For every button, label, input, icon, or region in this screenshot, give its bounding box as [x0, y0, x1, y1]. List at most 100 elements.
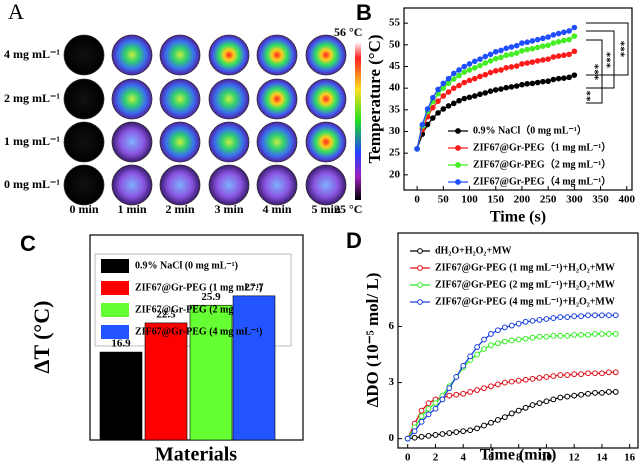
data-point	[446, 392, 453, 399]
data-point	[503, 45, 510, 52]
data-point	[461, 63, 468, 70]
data-point	[466, 67, 473, 73]
data-point	[534, 36, 541, 43]
data-point	[460, 362, 467, 369]
y-tick-label: 6	[389, 320, 395, 332]
row-label: 2 mg mL⁻¹	[4, 91, 60, 105]
data-point	[471, 93, 478, 99]
data-point	[474, 351, 480, 358]
data-point	[461, 95, 468, 102]
data-point	[571, 33, 578, 39]
data-point	[445, 103, 452, 109]
data-point	[494, 340, 501, 347]
thermal-image	[111, 34, 153, 76]
thermal-image	[208, 78, 250, 120]
x-tick-label: 10	[541, 452, 553, 464]
data-point	[477, 56, 483, 62]
data-point	[466, 61, 473, 67]
data-point	[599, 389, 605, 396]
data-point	[503, 52, 510, 59]
data-point	[578, 331, 585, 338]
data-point	[456, 67, 462, 73]
legend-swatch	[101, 325, 129, 339]
data-point	[585, 390, 591, 397]
data-point	[453, 374, 460, 380]
data-point	[430, 94, 436, 101]
data-point	[425, 400, 432, 407]
data-point	[467, 389, 474, 395]
data-point	[494, 381, 501, 388]
data-point	[564, 314, 571, 321]
data-point	[445, 80, 452, 87]
data-point	[453, 429, 460, 436]
data-point	[550, 76, 557, 83]
data-point	[419, 121, 426, 128]
y-axis-title: ΔT (°C)	[29, 301, 54, 374]
data-point	[498, 86, 504, 92]
data-point	[540, 43, 546, 49]
data-point	[529, 38, 536, 44]
y-tick-label: 3	[389, 376, 395, 388]
data-point	[543, 333, 550, 340]
data-point	[529, 317, 536, 324]
panel-label: C	[20, 231, 36, 256]
data-point	[592, 389, 598, 396]
data-point	[487, 58, 494, 64]
legend-label: ZIF67@Gr-PEG (1 mg mL⁻¹)+H₂O₂+MW	[435, 262, 615, 273]
data-point	[508, 44, 515, 50]
colorbar	[355, 42, 361, 200]
thermal-image	[305, 164, 347, 206]
y-tick-label: 30	[389, 125, 401, 137]
y-axis-title: Temperature (°C)	[365, 34, 384, 163]
data-point	[501, 379, 508, 386]
data-point	[612, 312, 619, 319]
panel-label: A	[8, 0, 24, 24]
data-point	[494, 417, 501, 423]
data-point	[492, 48, 499, 55]
data-point	[524, 46, 530, 53]
data-point	[488, 383, 494, 390]
data-point	[585, 331, 591, 338]
data-point	[471, 65, 478, 71]
data-point	[467, 353, 474, 360]
data-point	[481, 385, 487, 392]
data-point	[545, 56, 551, 62]
column-label: 0 min	[69, 202, 98, 216]
data-point	[557, 394, 564, 401]
data-point	[418, 418, 425, 425]
data-point	[418, 433, 425, 440]
thermal-image	[256, 164, 298, 206]
data-point	[566, 74, 572, 81]
legend-marker	[455, 179, 461, 185]
y-tick-label: 35	[389, 103, 401, 115]
x-tick-label: 100	[461, 194, 478, 206]
x-tick-label: 14	[596, 452, 608, 464]
data-point	[578, 371, 585, 378]
data-point	[467, 427, 474, 434]
data-point	[545, 78, 551, 85]
data-point	[508, 378, 515, 385]
x-tick-label: 250	[540, 194, 557, 206]
data-point	[557, 314, 564, 321]
legend-label: dH₂O+H₂O₂+MW	[435, 245, 512, 256]
data-point	[536, 400, 543, 407]
data-point	[571, 48, 578, 55]
x-tick-label: 0	[405, 452, 411, 464]
data-point	[414, 146, 420, 152]
thermal-image	[63, 78, 105, 120]
data-point	[404, 435, 411, 442]
data-point	[566, 28, 572, 34]
data-point	[494, 327, 501, 334]
data-point	[543, 316, 550, 322]
column-label: 5 min	[311, 202, 340, 216]
bar	[189, 304, 233, 441]
significance: ***	[619, 40, 631, 57]
thermal-image	[111, 121, 153, 163]
data-point	[482, 53, 489, 60]
series-line	[407, 314, 616, 440]
data-point	[501, 414, 508, 421]
data-point	[482, 90, 489, 96]
thermal-image	[208, 34, 250, 76]
